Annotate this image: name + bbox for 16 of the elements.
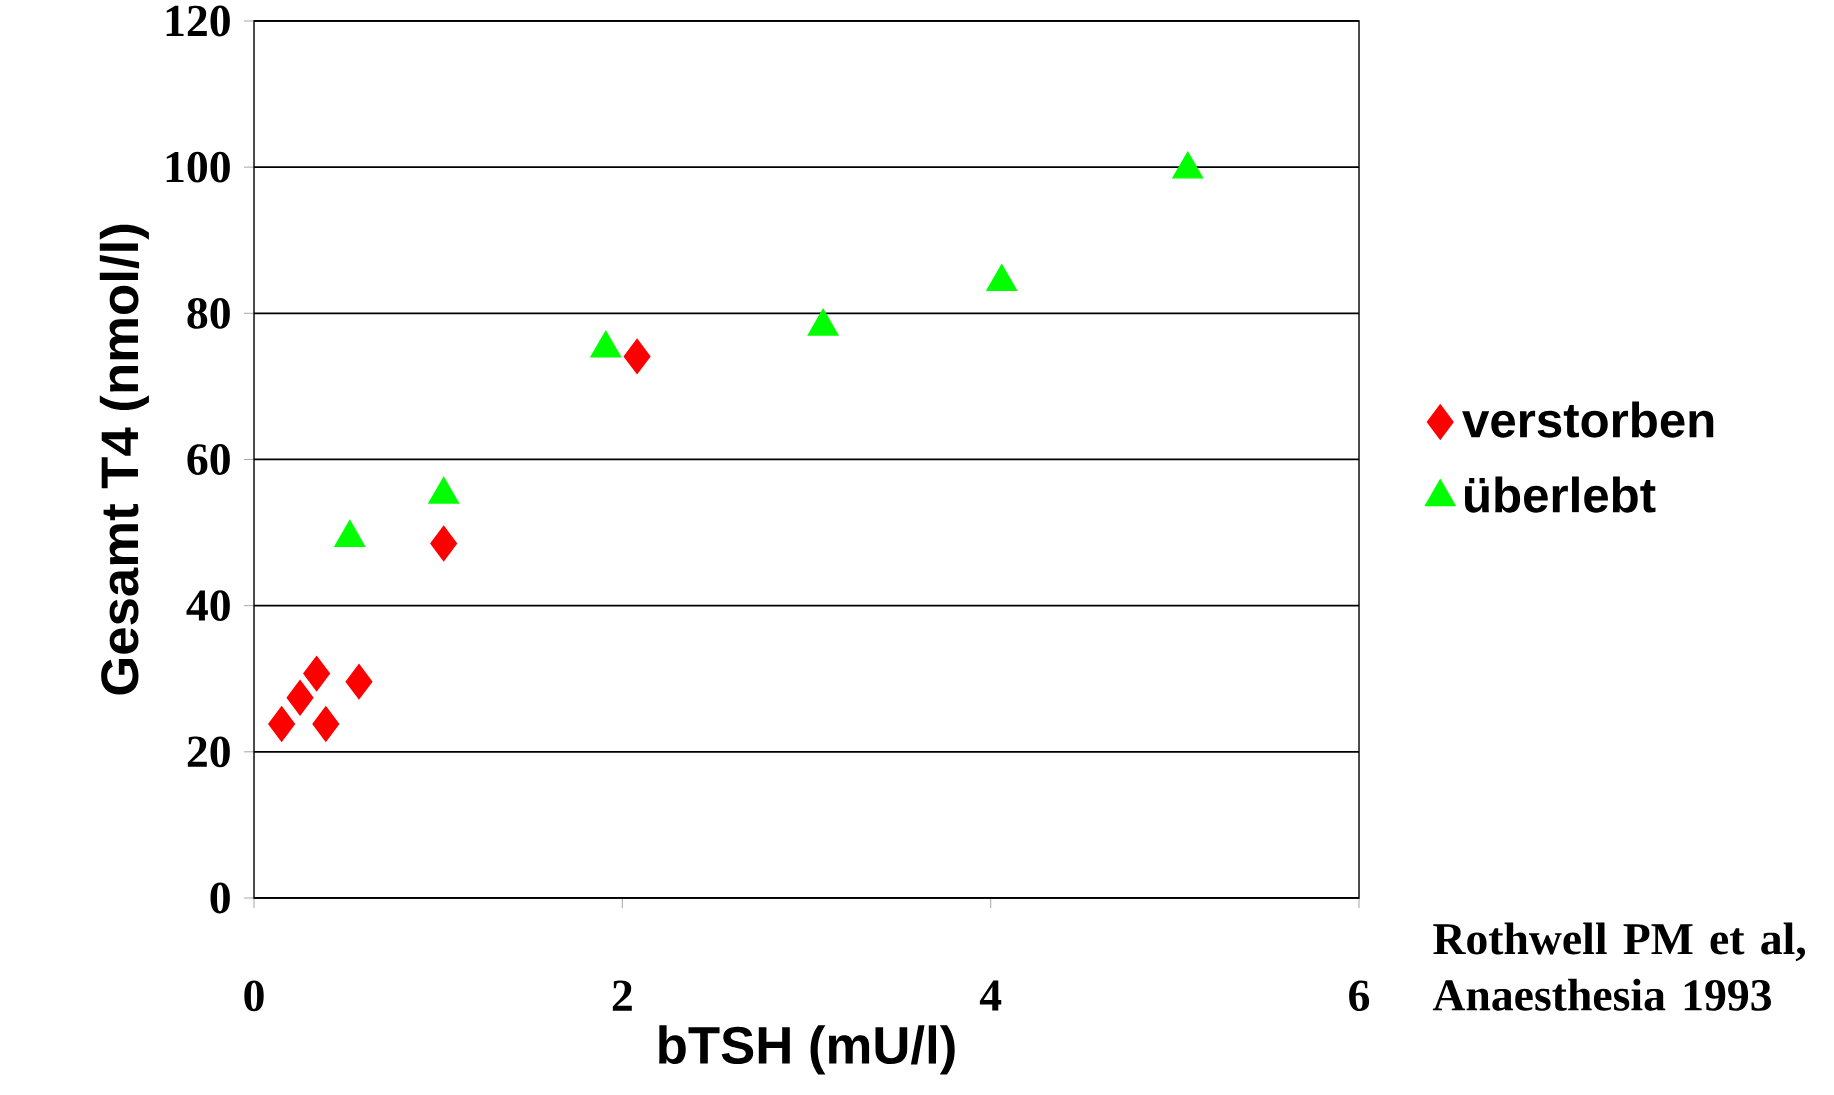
text: Rothwell PM et al, Anaesthesia 1993 xyxy=(1432,922,1806,1011)
legend-label: überlebt xyxy=(1465,476,1656,513)
y-tick-label: 60 xyxy=(187,444,230,475)
y-tick-label: 80 xyxy=(187,297,230,329)
x-tick-label: 0 xyxy=(244,980,264,1012)
y-tick-label: 40 xyxy=(186,590,230,622)
x-tick-label: 2 xyxy=(612,980,632,1011)
x-tick-label: 4 xyxy=(979,980,1002,1011)
y-tick-label: 120 xyxy=(166,5,230,37)
y-tick-label: 20 xyxy=(187,736,230,768)
x-axis-title: bTSH (mU/l) xyxy=(659,1025,955,1075)
legend-label: verstorben xyxy=(1462,401,1714,438)
y-axis-title: Gesamt T4 (nmol/l) xyxy=(99,224,149,695)
y-tick-label: 0 xyxy=(210,882,230,914)
x-tick-label: 6 xyxy=(1349,980,1370,1012)
y-tick-label: 100 xyxy=(166,151,230,183)
